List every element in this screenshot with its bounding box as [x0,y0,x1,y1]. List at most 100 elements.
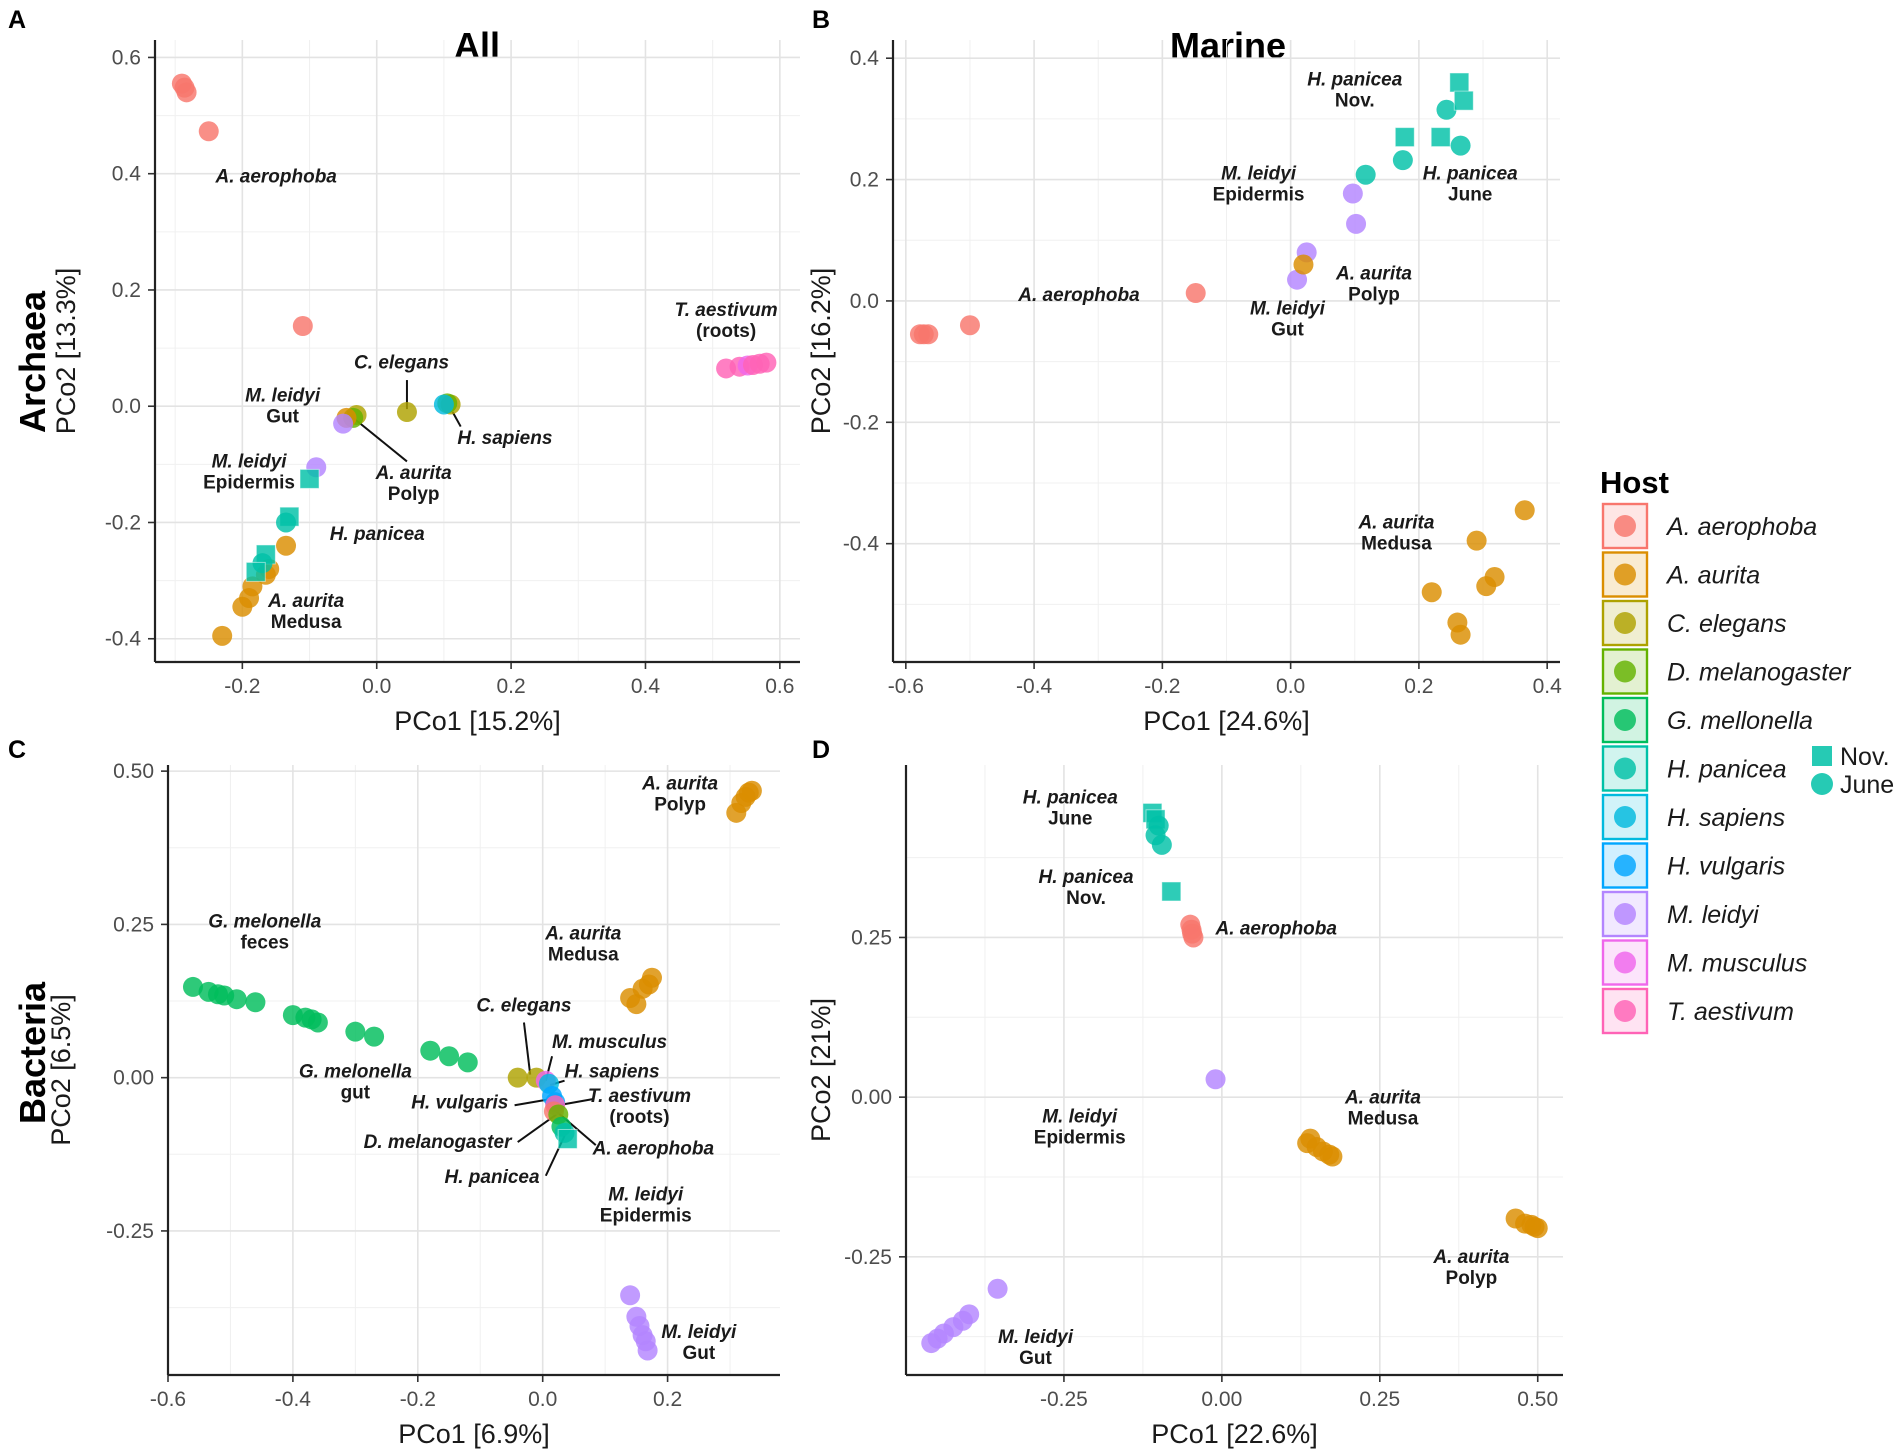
legend-label: M. musculus [1667,950,1807,978]
panel-c-annotation-line: M. leidyi [661,1322,737,1343]
panel-letter-a: A [8,6,26,34]
panel-a-y-tick-label: 0.0 [112,395,141,418]
panel-d-x-tick-label: 0.25 [1359,1388,1400,1411]
panel-c-point [307,1012,328,1033]
legend-item: M. musculus [1601,939,1807,986]
panel-c-annotation-line: gut [341,1083,371,1104]
panel-b-point [1436,99,1457,120]
panel-d-annotation: A. aerophoba [1215,918,1338,939]
panel-c-leader-line [522,1022,532,1075]
panel-c-annotation-line: M. musculus [552,1032,667,1053]
legend-label: C. elegans [1667,610,1787,638]
panel-c-x-tick-label: -0.2 [400,1388,436,1411]
panel-b-gridlines [893,40,1560,662]
panel-a-x-tick-label: 0.6 [765,675,794,698]
panel-b-y-tick-label: 0.4 [850,47,880,70]
panel-c-annotation: H. panicea [445,1167,540,1188]
legend-label: A. aerophoba [1665,513,1817,541]
panel-c-annotation-line: A. aurita [544,924,621,945]
panel-a-leader-line [451,411,462,428]
panel-c-annotation: A. aurita Polyp [641,774,718,816]
panel-c-point [420,1040,441,1061]
panel-title-marine: Marine [1170,25,1286,66]
panel-d-annotation-line: Medusa [1348,1109,1419,1130]
panel-d-annotation-line: June [1048,808,1092,829]
panel-b-point [1476,576,1497,597]
panel-b-annotation-line: M. leidyi [1221,164,1297,185]
panel-c-annotation: M. musculus [552,1032,667,1053]
panel-b-y-tick-label: 0.0 [850,290,879,313]
panel-c-annotation: A. aerophoba [592,1138,715,1159]
panel-a-annotation: T. aestivum (roots) [675,300,778,342]
panel-a-y-tick-label: -0.2 [105,511,141,534]
panel-d-y-tick-label: 0.00 [851,1086,892,1109]
legend-item: A. aerophoba [1601,502,1817,550]
panel-d-annotation-line: Polyp [1446,1268,1498,1289]
panel-a-point-square [299,468,320,489]
legend-items: A. aerophoba A. aurita C. elegans D. melano… [1601,502,1852,1035]
panel-a-annotation: H. panicea [330,524,425,545]
panel-d-annotation-line: Nov. [1066,888,1106,909]
legend-shapes: Nov.June [1811,743,1894,799]
panel-a-annotation-line: H. sapiens [457,428,552,449]
legend-label: H. panicea [1667,756,1787,784]
panel-c-y-tick-label: 0.50 [113,760,154,783]
panel-c-x-axis-title: PCo1 [6.9%] [398,1419,550,1449]
panel-a-annotation: H. sapiens [457,428,552,449]
panel-c-point [620,1285,641,1306]
legend-label: A. aurita [1665,562,1760,590]
panel-b-annotation-line: A. aurita [1335,264,1412,285]
legend-item: M. leidyi [1601,890,1760,938]
panel-b-point-square [1449,72,1470,93]
panel-letter-c: C [8,736,26,764]
panel-b-point-square [1430,127,1451,148]
panel-c-annotation: H. vulgaris [411,1092,508,1113]
panel-a-annotation-line: A. aurita [267,591,344,612]
panel-c-point [245,992,266,1013]
panel-a-y-tick-label: 0.6 [112,46,141,69]
legend-label: G. mellonella [1667,707,1813,735]
panel-c-annotation-line: G. melonella [208,911,321,932]
legend-item: T. aestivum [1601,987,1794,1035]
panel-c-annotation: D. melanogaster [364,1132,513,1153]
panel-b-point [1392,150,1413,171]
panel-b-point-square [1453,90,1474,111]
panel-d-point-square [1161,881,1182,902]
panel-c-point [345,1021,366,1042]
legend-label: H. sapiens [1667,804,1785,832]
panel-a-annotation-line: M. leidyi [212,451,288,472]
panel-a-annotation-line: Polyp [388,484,440,505]
panel-a-y-tick-label: -0.4 [105,628,142,651]
panel-b-point [1355,164,1376,185]
panel-d-point [987,1278,1008,1299]
panel-b-annotation: A. aurita Polyp [1335,264,1412,306]
panel-d-y-axis-title: PCo2 [21%] [806,998,836,1142]
panel-c-annotation-line: (roots) [609,1107,669,1128]
panel-c-x-tick-label: -0.4 [275,1388,312,1411]
panel-b-x-tick-label: -0.6 [888,675,924,698]
panel-a-annotation: A. aerophoba [214,166,337,187]
legend-item: A. aurita [1601,551,1760,598]
legend-key-dot [1614,709,1636,731]
legend-shape-label: June [1840,771,1894,799]
panel-a-point [176,82,197,103]
panel-d-annotation-line: Gut [1019,1348,1052,1369]
panel-a-annotation-line: Epidermis [203,472,295,493]
panel-c-point [641,967,662,988]
legend-key-dot [1614,757,1636,780]
panel-c-annotation: M. leidyi Gut [661,1322,737,1364]
panel-a-annotation-line: (roots) [696,321,756,342]
panel-b-point [1346,213,1367,234]
panel-a-point [333,413,354,434]
panel-letter-d: D [812,736,830,764]
panel-a-y-axis-title: PCo2 [13.3%] [51,268,81,435]
panel-a-annotation-line: Gut [266,407,299,428]
panel-d-plot: -0.25 0.00 0.25 0.50 -0.25 0.00 0.25 PCo1 [22.6… [806,765,1563,1449]
panel-a-point [292,316,313,337]
panel-c-y-tick-label: -0.25 [106,1220,154,1243]
panel-b-x-tick-label: 0.0 [1276,675,1305,698]
panel-c-y-tick-label: 0.00 [113,1067,154,1090]
panel-c-annotation: C. elegans [476,995,571,1016]
panel-d-y-tick-label: 0.25 [851,926,892,949]
panel-c-annotation-line: M. leidyi [608,1184,684,1205]
